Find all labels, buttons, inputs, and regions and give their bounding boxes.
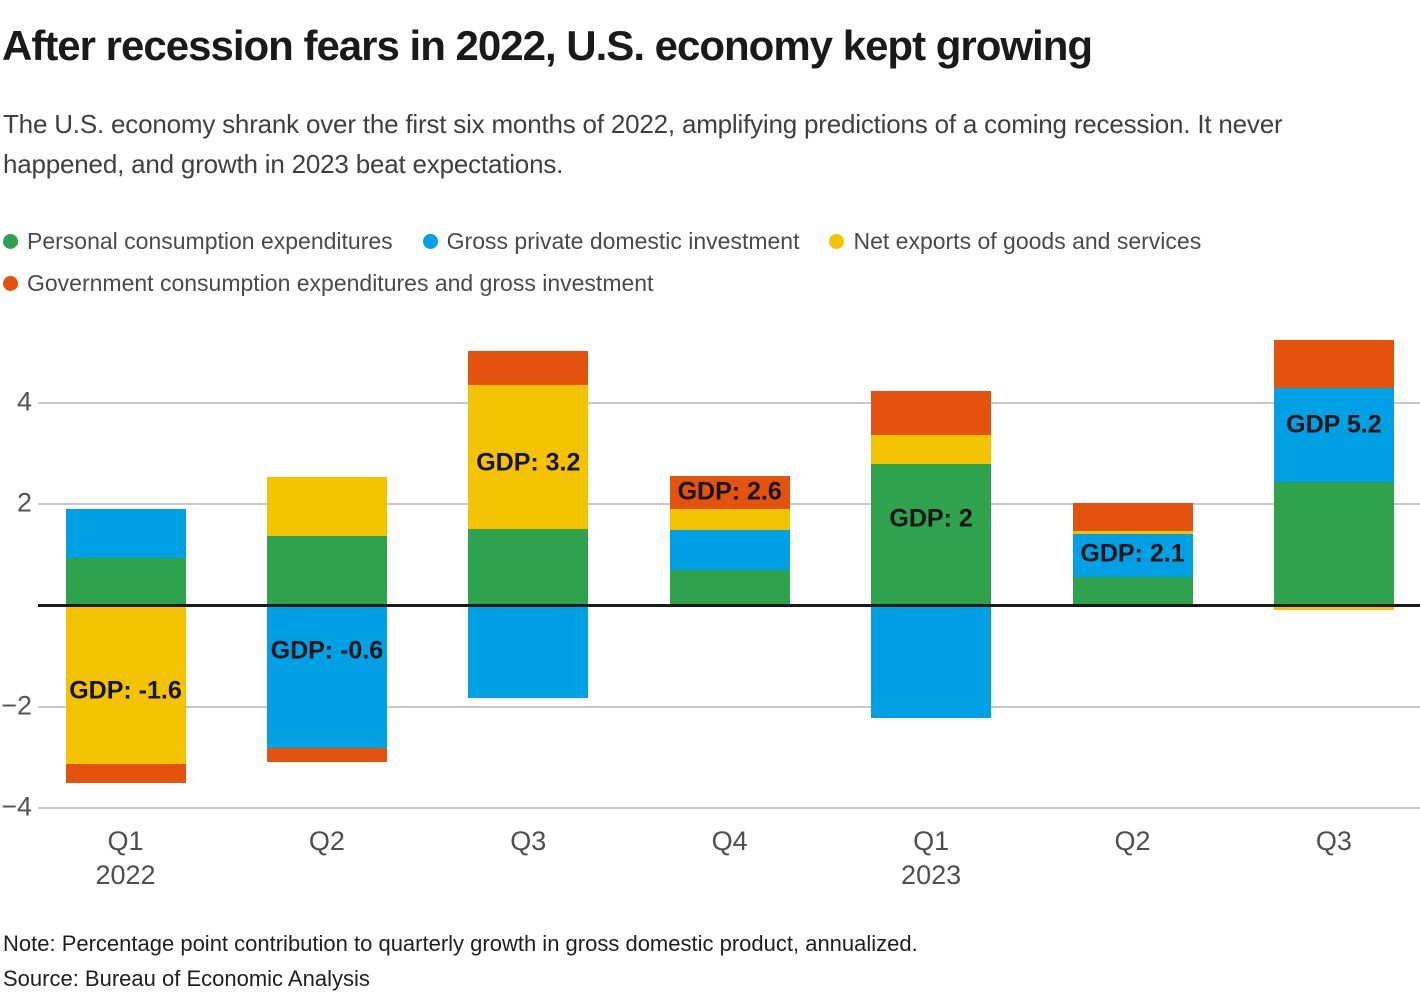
x-axis-label: Q4 (711, 826, 748, 856)
legend-item: Personal consumption expenditures (3, 228, 393, 255)
gdp-value-label: GDP: 3.2 (476, 448, 581, 477)
legend-row-1: Personal consumption expenditures Gross p… (3, 228, 1201, 255)
bar-segment (1072, 533, 1193, 578)
source-text: Source: Bureau of Economic Analysis (3, 966, 370, 991)
bar-segment (669, 529, 790, 571)
bar-segment (669, 475, 790, 510)
bar-segment (468, 528, 589, 606)
bar-segment (468, 384, 589, 529)
bar-segment (468, 350, 589, 385)
legend-dot-icon (3, 276, 18, 291)
bar-segment (1273, 481, 1394, 606)
bar-segment (1273, 605, 1394, 610)
bar-segment (871, 391, 992, 435)
bar-segment (1072, 502, 1193, 531)
y-gridline (38, 402, 1420, 405)
legend-row-2: Government consumption expenditures and … (3, 270, 653, 297)
x-axis-label: Q3 (510, 826, 547, 856)
legend-item-label: Net exports of goods and services (853, 228, 1202, 254)
bar-segment (669, 509, 790, 530)
bar-segment (871, 434, 992, 465)
chart-area: 4 2 −2 −4 Q1 2022 Q2 Q3 Q4 Q1 2023 Q2 Q3 GDP: -1.6 GDP… (0, 320, 1420, 930)
bar-segment (266, 535, 387, 606)
y-tick-label: 4 (16, 386, 32, 417)
bar-segment (871, 464, 992, 606)
bar-segment (65, 763, 186, 783)
legend-item-label: Personal consumption expenditures (27, 228, 393, 254)
bar-segment (65, 558, 186, 606)
y-gridline (38, 806, 1420, 809)
bar-segment (1273, 340, 1394, 389)
x-axis-label: Q1 (107, 826, 144, 856)
chart-subtitle: The U.S. economy shrank over the first s… (3, 109, 1283, 179)
gdp-value-label: GDP: -1.6 (69, 676, 182, 705)
y-tick-label: −4 (1, 790, 32, 821)
x-axis-label: Q2 (1114, 826, 1151, 856)
x-axis-label: Q2 (308, 826, 345, 856)
bar-segment (468, 605, 589, 698)
y-gridline (38, 705, 1420, 708)
x-axis-label: Q3 (1315, 826, 1352, 856)
bar-segment (1072, 577, 1193, 606)
legend-item: Gross private domestic investment (422, 228, 800, 255)
bar-segment (65, 605, 186, 764)
legend-item: Net exports of goods and services (829, 228, 1201, 255)
gdp-value-label: GDP: 2 (889, 504, 973, 533)
bar-segment (1072, 530, 1193, 534)
bar-segment (871, 605, 992, 718)
gdp-value-label: GDP: 2.1 (1080, 539, 1185, 568)
legend-item: Government consumption expenditures and … (3, 270, 653, 297)
legend-dot-icon (3, 234, 18, 249)
legend-item-label: Gross private domestic investment (446, 228, 800, 254)
bar-segment (266, 605, 387, 748)
legend-item-label: Government consumption expenditures and … (27, 270, 654, 296)
x-axis-label: Q1 (913, 826, 950, 856)
note-text: Note: Percentage point contribution to q… (3, 931, 918, 956)
bar-segment (1273, 388, 1394, 482)
x-axis-year-label: 2023 (901, 860, 962, 890)
y-tick-label: 2 (16, 487, 32, 518)
gdp-value-label: GDP: -0.6 (270, 636, 384, 665)
zero-line (38, 604, 1420, 607)
legend-dot-icon (829, 234, 845, 249)
y-tick-label: −2 (1, 689, 32, 720)
x-axis-year-label: 2022 (95, 860, 156, 890)
bar-segment (65, 508, 186, 559)
gdp-value-label: GDP 5.2 (1286, 410, 1382, 439)
bar-segment (669, 570, 790, 606)
legend-dot-icon (422, 234, 438, 249)
chart-title: After recession fears in 2022, U.S. econ… (2, 22, 1093, 69)
bar-segment (266, 477, 387, 536)
gdp-value-label: GDP: 2.6 (677, 477, 782, 506)
bar-segment (266, 747, 387, 763)
